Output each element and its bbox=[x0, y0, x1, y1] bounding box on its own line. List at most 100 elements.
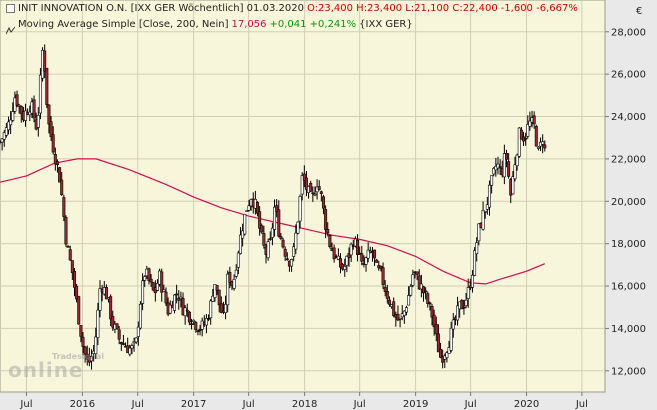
candle-body bbox=[151, 282, 155, 291]
candle-body bbox=[328, 235, 332, 248]
candle-body bbox=[534, 126, 538, 147]
candle-body bbox=[198, 329, 202, 331]
candle-body bbox=[375, 259, 379, 263]
y-tick-label: 14,000 bbox=[611, 324, 646, 335]
candle-body bbox=[136, 326, 140, 337]
candle-body bbox=[58, 167, 62, 183]
legend-ma-change: +0,041 +0,241% bbox=[269, 19, 357, 30]
candle-body bbox=[72, 270, 76, 288]
candle-body bbox=[300, 175, 304, 195]
candle-body bbox=[326, 229, 330, 234]
candle-body bbox=[302, 173, 306, 181]
grid-lines bbox=[0, 0, 605, 392]
candle-body bbox=[411, 274, 415, 286]
candle-body bbox=[121, 343, 125, 345]
candle-body bbox=[398, 317, 402, 320]
candle-body bbox=[38, 74, 42, 114]
indicator-icon[interactable] bbox=[5, 20, 16, 35]
candle-body bbox=[321, 196, 325, 209]
candle-body bbox=[192, 319, 196, 322]
candle-body bbox=[53, 153, 57, 165]
candle-body bbox=[219, 303, 223, 313]
candle-body bbox=[115, 323, 119, 329]
candle-body bbox=[456, 305, 460, 321]
candle-body bbox=[283, 248, 287, 257]
candle-body bbox=[149, 278, 153, 283]
candle-body bbox=[164, 291, 168, 304]
candle-body bbox=[277, 209, 281, 237]
candle-body bbox=[483, 210, 487, 213]
legend-price: INIT INNOVATION O.N. [IXX GER Wöchentlic… bbox=[18, 3, 581, 15]
x-tick-label: 2017 bbox=[181, 399, 206, 410]
candle-body bbox=[43, 50, 47, 72]
candle-body bbox=[517, 127, 521, 157]
candle-body bbox=[36, 114, 40, 128]
candle-body bbox=[502, 153, 506, 178]
candle-body bbox=[445, 352, 449, 358]
candle-body bbox=[155, 283, 159, 291]
candle-body bbox=[24, 110, 28, 121]
chart-symbol-icon[interactable] bbox=[6, 4, 15, 13]
x-tick-label: Jul bbox=[353, 399, 366, 410]
candle-body bbox=[232, 279, 236, 289]
candle-body bbox=[332, 247, 336, 260]
candle-body bbox=[194, 322, 198, 330]
watermark-main: online bbox=[8, 358, 84, 382]
legend-ma-market: {IXX GER} bbox=[359, 19, 413, 30]
candle-body bbox=[430, 306, 434, 318]
candle-body bbox=[62, 197, 66, 217]
candle-body bbox=[83, 346, 87, 355]
candle-body bbox=[536, 146, 540, 149]
candle-body bbox=[81, 336, 85, 347]
candle-body bbox=[64, 217, 68, 245]
candle-body bbox=[324, 209, 328, 230]
ma-line bbox=[0, 158, 546, 285]
candle-body bbox=[281, 239, 285, 248]
candle-body bbox=[290, 259, 294, 267]
candle-body bbox=[241, 230, 245, 239]
x-tick-label: Jul bbox=[131, 399, 144, 410]
candle-body bbox=[434, 324, 438, 335]
candle-body bbox=[104, 287, 108, 300]
candle-body bbox=[0, 138, 4, 143]
candle-body bbox=[162, 289, 166, 292]
x-tick-label: 2018 bbox=[292, 399, 317, 410]
candle-body bbox=[70, 260, 74, 274]
candle-body bbox=[311, 192, 315, 195]
candle-body bbox=[387, 299, 391, 305]
candle-body bbox=[345, 255, 349, 266]
candle-body bbox=[51, 134, 55, 153]
candle-body bbox=[94, 336, 98, 355]
candle-body bbox=[292, 246, 296, 257]
candle-body bbox=[449, 327, 453, 351]
candle-body bbox=[336, 255, 340, 260]
x-tick-label: 2020 bbox=[514, 399, 539, 410]
candle-body bbox=[187, 311, 191, 323]
candle-body bbox=[213, 284, 217, 298]
candle-body bbox=[473, 250, 477, 276]
legend-ohlc: O:23,400 H:23,400 L:21,100 C:22,400 bbox=[306, 3, 498, 14]
candle-body bbox=[319, 191, 323, 194]
candle-body bbox=[19, 105, 23, 115]
candle-body bbox=[432, 314, 436, 328]
candle-body bbox=[32, 99, 36, 119]
candle-body bbox=[466, 287, 470, 299]
candle-body bbox=[177, 297, 181, 301]
candle-body bbox=[356, 239, 360, 255]
candle-body bbox=[492, 168, 496, 175]
candle-body bbox=[313, 193, 317, 196]
candle-body bbox=[60, 179, 64, 195]
candle-body bbox=[96, 309, 100, 338]
candle-body bbox=[4, 127, 8, 136]
legend-ma-name: Moving Average Simple [Close, 200, Nein] bbox=[18, 19, 229, 30]
candle-body bbox=[15, 94, 19, 106]
candle-body bbox=[209, 300, 213, 319]
candle-body bbox=[360, 253, 364, 262]
candle-body bbox=[111, 316, 115, 328]
candle-body bbox=[243, 213, 247, 235]
candle-body bbox=[460, 299, 464, 310]
legend-instrument: INIT INNOVATION O.N. [IXX GER Wöchentlic… bbox=[18, 3, 304, 14]
candle-body bbox=[415, 271, 419, 275]
candle-body bbox=[183, 307, 187, 317]
